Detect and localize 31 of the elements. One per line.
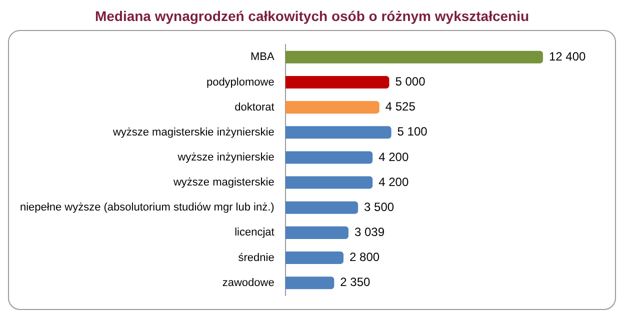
y-tick-label: zawodowe <box>222 276 274 289</box>
bar <box>285 76 390 88</box>
bar <box>285 101 380 114</box>
y-tick-label: wyższe inżynierskie <box>176 151 274 164</box>
data-label: 2 800 <box>350 250 380 264</box>
y-tick-label: niepełne wyższe (absolutorium studiów mgr lub inż.) <box>20 202 274 214</box>
bar <box>285 201 358 214</box>
y-tick-label: doktorat <box>234 101 274 114</box>
data-label: 2 350 <box>340 275 371 290</box>
y-tick-label: licencjat <box>234 226 274 239</box>
y-tick-label: wyższe magisterskie <box>172 176 274 189</box>
bar <box>285 176 373 189</box>
data-label: 4 200 <box>378 150 409 164</box>
y-tick-label: MBA <box>250 51 275 64</box>
y-tick-label: wyższe magisterskie inżynierskie <box>112 126 274 138</box>
data-label: 5 000 <box>395 74 426 89</box>
data-label: 12 400 <box>548 49 586 64</box>
bar <box>285 226 348 239</box>
bar <box>285 50 543 64</box>
bar <box>285 151 373 164</box>
y-tick-label: średnie <box>238 252 274 264</box>
data-label: 3 039 <box>354 225 385 240</box>
data-label: 4 200 <box>378 174 409 189</box>
bar <box>285 126 392 139</box>
data-label: 5 100 <box>397 124 428 139</box>
data-label: 3 500 <box>364 200 394 214</box>
data-label: 4 525 <box>385 100 416 114</box>
bar <box>285 252 344 264</box>
y-tick-label: podyplomowe <box>206 76 274 88</box>
bar <box>285 276 334 290</box>
chart-title: Mediana wynagrodzeń całkowitych osób o różnym wykształceniu <box>94 8 530 24</box>
